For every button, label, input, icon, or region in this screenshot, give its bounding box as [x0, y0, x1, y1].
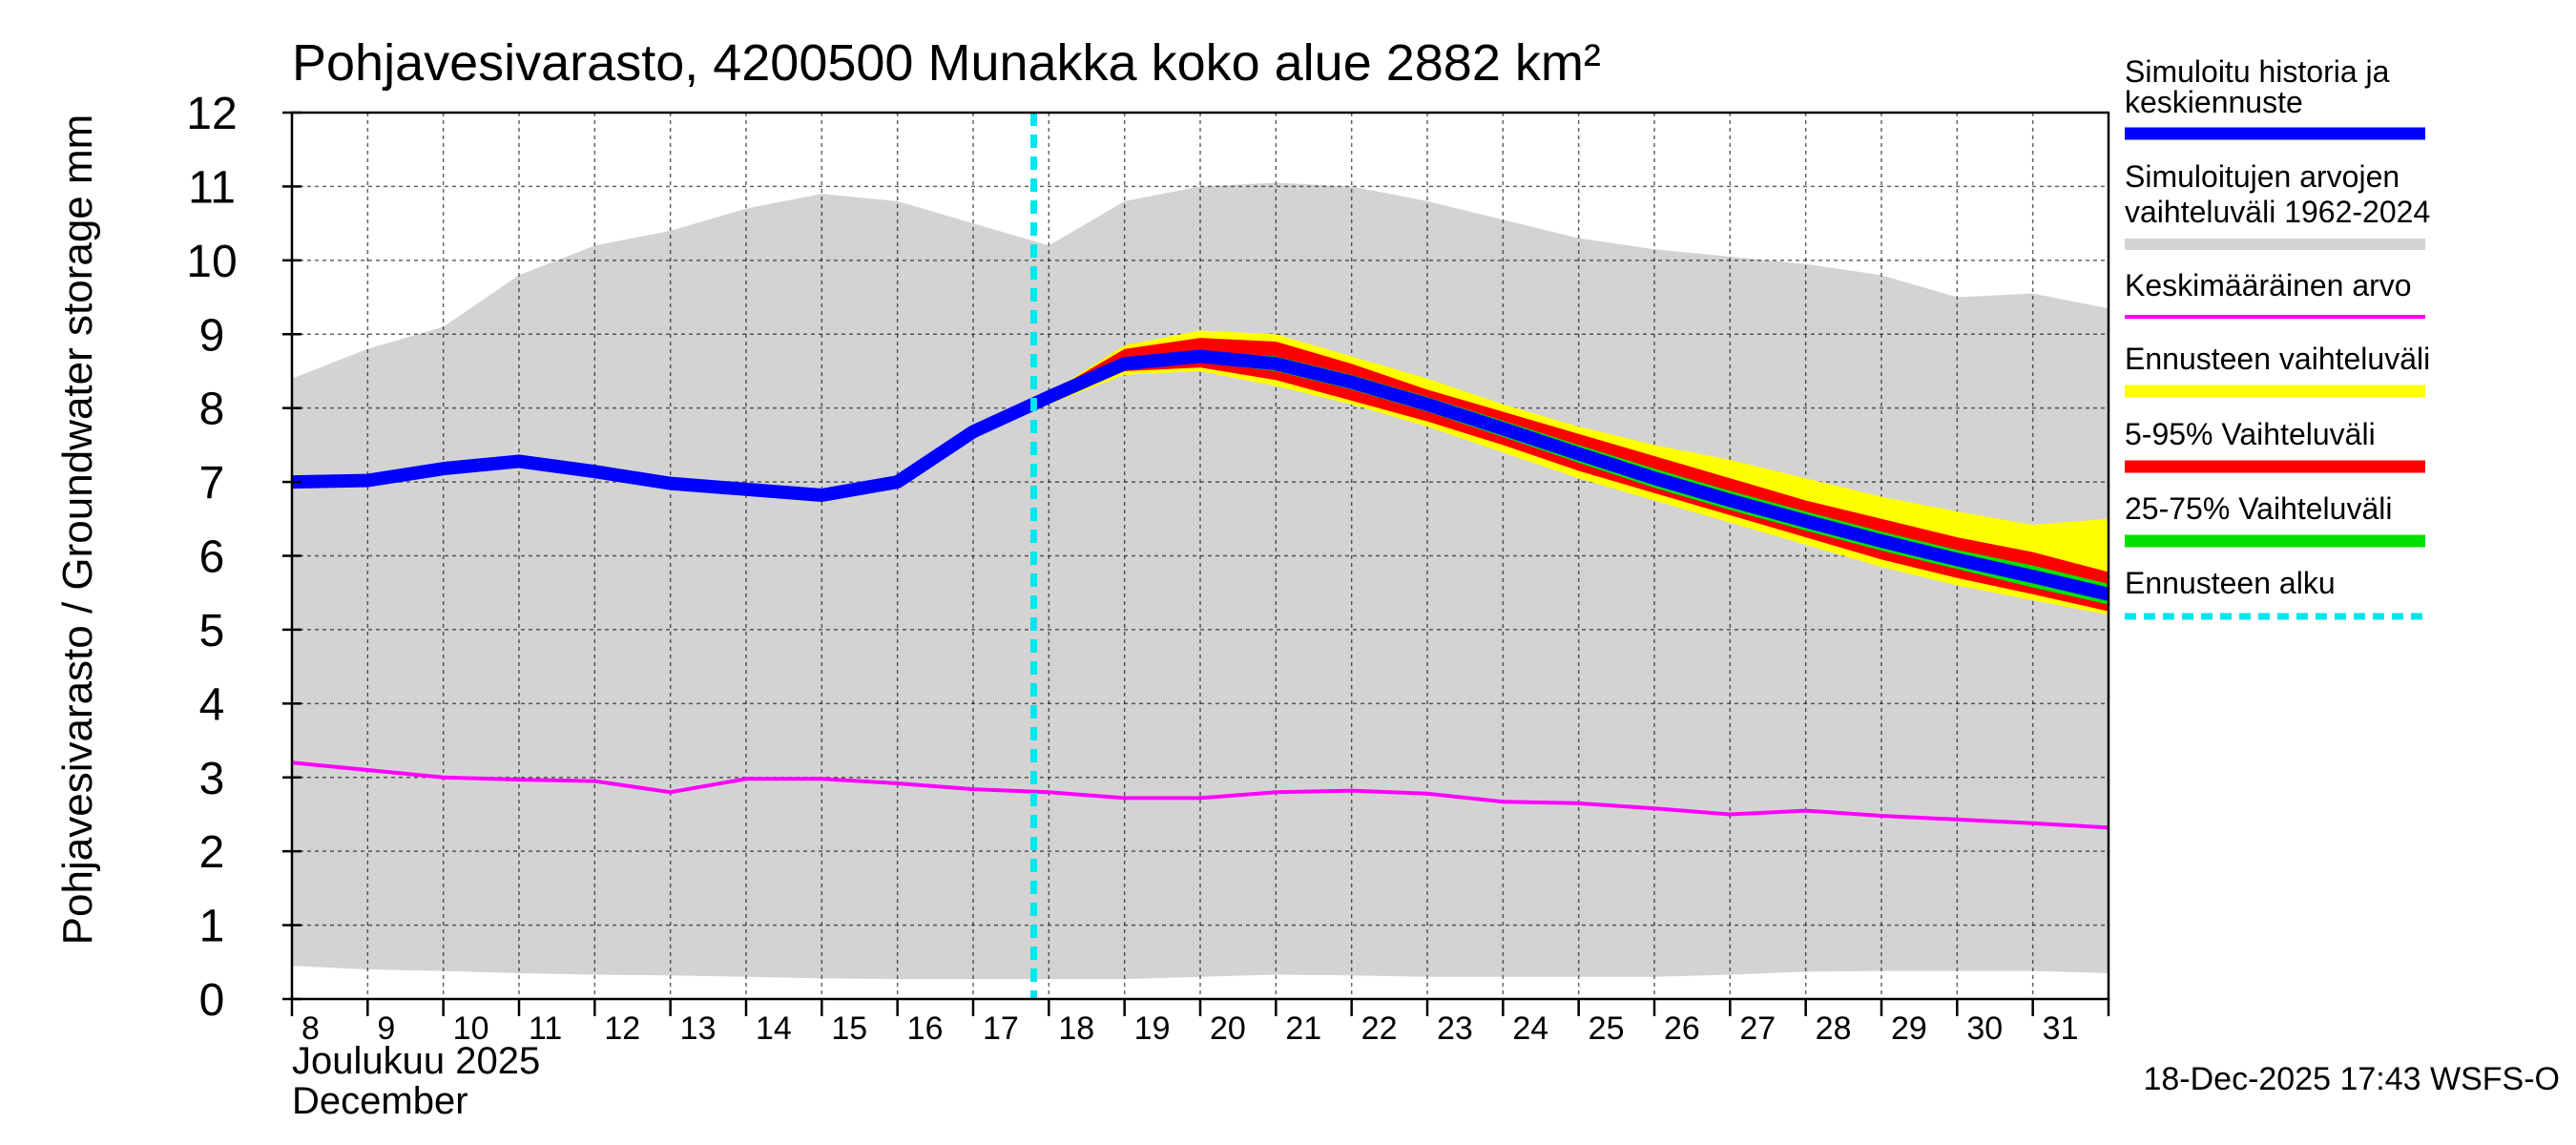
- y-tick-label: 0: [199, 975, 225, 1026]
- y-tick-label: 12: [186, 89, 237, 139]
- x-tick-label: 17: [983, 1010, 1019, 1047]
- x-tick-label: 29: [1891, 1010, 1927, 1047]
- x-tick-label: 11: [529, 1010, 562, 1047]
- x-tick-label: 24: [1512, 1010, 1548, 1047]
- simulated-history-line: [291, 349, 2110, 601]
- range-5-95-band: [1049, 338, 2109, 612]
- legend-label: Keskimääräinen arvo: [2125, 268, 2412, 302]
- x-tick-label: 31: [2043, 1010, 2079, 1047]
- y-tick-label: 2: [199, 827, 225, 878]
- y-tick-label: 10: [186, 237, 237, 287]
- range-25-75-band: [1049, 350, 2109, 605]
- y-tick-label: 6: [199, 532, 225, 583]
- y-tick-label: 4: [199, 679, 225, 730]
- x-tick-label: 12: [604, 1010, 640, 1047]
- legend-label: Simuloitu historia ja: [2125, 54, 2390, 89]
- legend-label: Simuloitujen arvojen: [2125, 159, 2399, 194]
- x-tick-label: 14: [756, 1010, 792, 1047]
- y-tick-label: 9: [199, 310, 225, 361]
- y-tick-label: 8: [199, 385, 225, 435]
- legend-label: Ennusteen vaihteluväli: [2125, 342, 2430, 376]
- x-axis-label-month: Joulukuu 2025: [292, 1040, 540, 1082]
- y-tick-label: 11: [188, 162, 236, 213]
- timestamp: 18-Dec-2025 17:43 WSFS-O: [2143, 1061, 2560, 1097]
- mean-value-line: [291, 760, 2109, 830]
- x-tick-label: 15: [831, 1010, 867, 1047]
- legend-label-line2: vaihteluväli 1962-2024: [2125, 195, 2430, 229]
- x-tick-label: 9: [377, 1010, 395, 1047]
- chart-title: Pohjavesivarasto, 4200500 Munakka koko a…: [292, 34, 1601, 92]
- x-tick-label: 20: [1210, 1010, 1246, 1047]
- y-tick-label: 7: [199, 458, 225, 509]
- legend-label: 5-95% Vaihteluväli: [2125, 417, 2376, 451]
- legend-entry: Ennusteen alku: [2125, 566, 2425, 620]
- x-tick-label: 30: [1966, 1010, 2003, 1047]
- y-tick-label: 1: [199, 902, 225, 952]
- x-tick-label: 26: [1664, 1010, 1700, 1047]
- x-tick-label: 25: [1589, 1010, 1625, 1047]
- x-tick-label: 13: [680, 1010, 717, 1047]
- y-axis-label: Pohjavesivarasto / Groundwater storage m…: [54, 114, 101, 946]
- x-axis-ticks: 8 9 10 11 12 13 14 15 16 17 18 19 20 21 22 23 24 25 26 27 28…: [290, 999, 2110, 1047]
- x-tick-label: 19: [1134, 1010, 1171, 1047]
- x-tick-label: 8: [301, 1010, 320, 1047]
- legend-entry: Ennusteen vaihteluväli: [2125, 342, 2430, 398]
- x-tick-label: 23: [1437, 1010, 1473, 1047]
- x-tick-label: 18: [1058, 1010, 1094, 1047]
- legend-label: Ennusteen alku: [2125, 566, 2336, 600]
- legend-label: 25-75% Vaihteluväli: [2125, 491, 2392, 526]
- x-tick-label: 16: [907, 1010, 944, 1047]
- x-tick-label: 22: [1361, 1010, 1398, 1047]
- y-tick-label: 5: [199, 606, 225, 656]
- x-axis-label-english: December: [292, 1080, 468, 1122]
- x-tick-label: 27: [1739, 1010, 1776, 1047]
- legend-label-line2: keskiennuste: [2125, 85, 2303, 119]
- legend-entry: 5-95% Vaihteluväli: [2125, 417, 2425, 473]
- legend-entry: 25-75% Vaihteluväli: [2125, 491, 2425, 548]
- legend-entry: Keskimääräinen arvo: [2125, 268, 2425, 319]
- y-tick-label: 3: [199, 754, 225, 804]
- x-tick-label: 21: [1285, 1010, 1321, 1047]
- plot-area: [290, 111, 2110, 1001]
- x-tick-label: 28: [1816, 1010, 1852, 1047]
- x-tick-label: 10: [453, 1010, 489, 1047]
- legend: Simuloitu historia jakeskiennusteSimuloi…: [2125, 54, 2430, 620]
